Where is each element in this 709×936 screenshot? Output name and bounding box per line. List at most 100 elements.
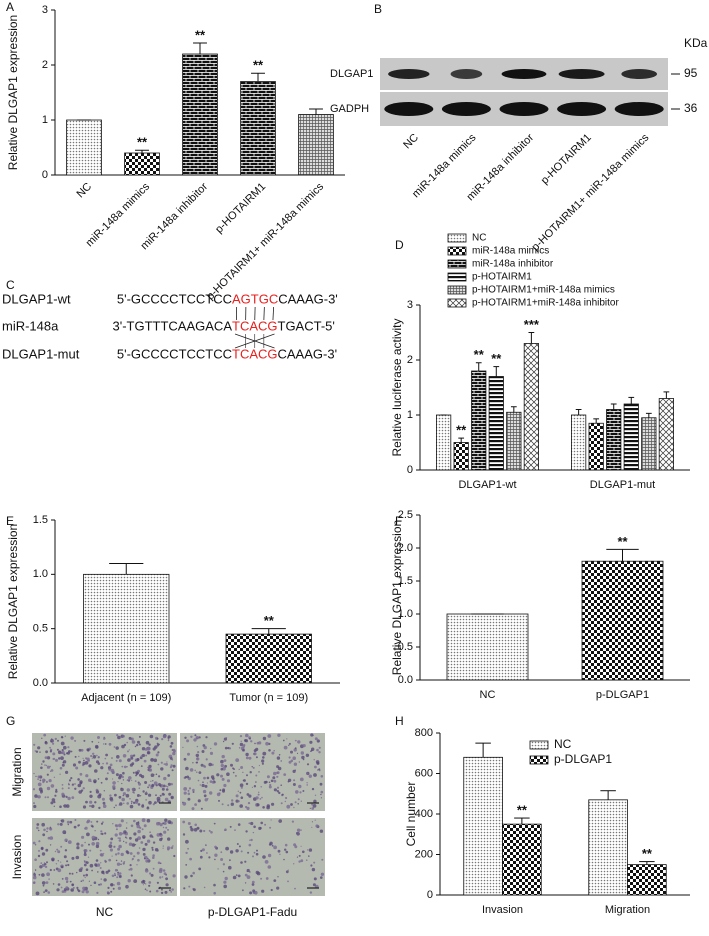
cell [267, 853, 272, 858]
cell [266, 805, 270, 810]
cell [209, 791, 213, 795]
cell [294, 801, 297, 804]
cell [75, 766, 79, 770]
cell [117, 886, 122, 890]
legend-swatch [447, 285, 467, 295]
cell [232, 767, 235, 770]
cell [129, 864, 132, 867]
cell [266, 775, 270, 779]
cell [281, 793, 284, 796]
cell [240, 850, 243, 853]
cell [40, 792, 43, 794]
cell [173, 854, 176, 858]
cell [220, 851, 223, 854]
cell [194, 769, 196, 772]
cell [158, 799, 161, 802]
cell [74, 739, 77, 742]
cell [311, 803, 314, 806]
y-tick-label: 1.5 [33, 514, 48, 526]
cell [118, 776, 122, 780]
y-tick-label: 2 [407, 354, 413, 366]
bar [298, 114, 334, 176]
cell [37, 778, 39, 780]
cell [37, 782, 42, 787]
cell [220, 763, 224, 768]
cell [195, 753, 199, 758]
cell [268, 785, 272, 789]
cell [149, 890, 152, 893]
cell [147, 751, 150, 755]
cell [126, 788, 130, 792]
cell [82, 879, 85, 882]
cell [257, 793, 260, 796]
cell [204, 798, 208, 802]
cell [126, 822, 128, 824]
cell [156, 796, 161, 801]
size-unit: KDa [684, 36, 708, 50]
cell [236, 843, 239, 845]
cell [105, 777, 108, 781]
cell [140, 765, 143, 767]
cell [199, 784, 201, 786]
cell [115, 746, 119, 750]
cell [80, 748, 84, 752]
cell [49, 765, 51, 768]
cell [135, 774, 137, 777]
significance: ** [456, 423, 467, 438]
cell [167, 837, 171, 841]
y-tick-label: 2 [42, 59, 48, 71]
cell [187, 789, 190, 792]
cell [142, 879, 145, 882]
cell [154, 848, 159, 852]
cell [276, 790, 280, 793]
cell [64, 735, 67, 737]
cell [106, 772, 109, 775]
legend-swatch [447, 272, 467, 282]
cell [120, 787, 122, 790]
x-tick-label: p-DLGAP1 [596, 689, 649, 701]
cell [41, 852, 46, 856]
cell [211, 777, 215, 780]
cell [134, 745, 137, 748]
cell [220, 774, 223, 778]
cell [100, 833, 102, 835]
cell [102, 821, 104, 824]
cell [161, 787, 165, 791]
cell [41, 873, 45, 877]
cell [136, 864, 138, 866]
cell [135, 821, 140, 826]
cell [71, 890, 73, 892]
cell [67, 823, 70, 826]
cell [127, 879, 131, 883]
cell [314, 819, 316, 821]
cell [182, 801, 187, 806]
cell [277, 849, 281, 853]
cell [185, 851, 188, 855]
cell [84, 876, 86, 879]
cell [288, 744, 290, 746]
y-axis-label: Relative luciferase activity [390, 318, 404, 456]
cell [261, 796, 263, 799]
cell [155, 794, 157, 797]
cell [79, 772, 83, 776]
cell [248, 756, 252, 760]
cell [97, 736, 100, 739]
cell [213, 891, 216, 895]
cell [46, 786, 51, 791]
cell [60, 845, 63, 848]
cell [42, 884, 45, 887]
cell [48, 779, 52, 783]
significance: ** [474, 347, 485, 362]
cell [85, 873, 88, 877]
cell [273, 771, 277, 776]
cell [319, 782, 323, 786]
cell [280, 784, 283, 786]
cell [44, 865, 48, 869]
cell [309, 807, 311, 810]
sequence-prefix: 3'-TGTTTCAAGACA [113, 318, 233, 333]
cell [142, 790, 145, 793]
cell [89, 849, 92, 852]
bar [588, 799, 628, 896]
cell [55, 758, 58, 762]
